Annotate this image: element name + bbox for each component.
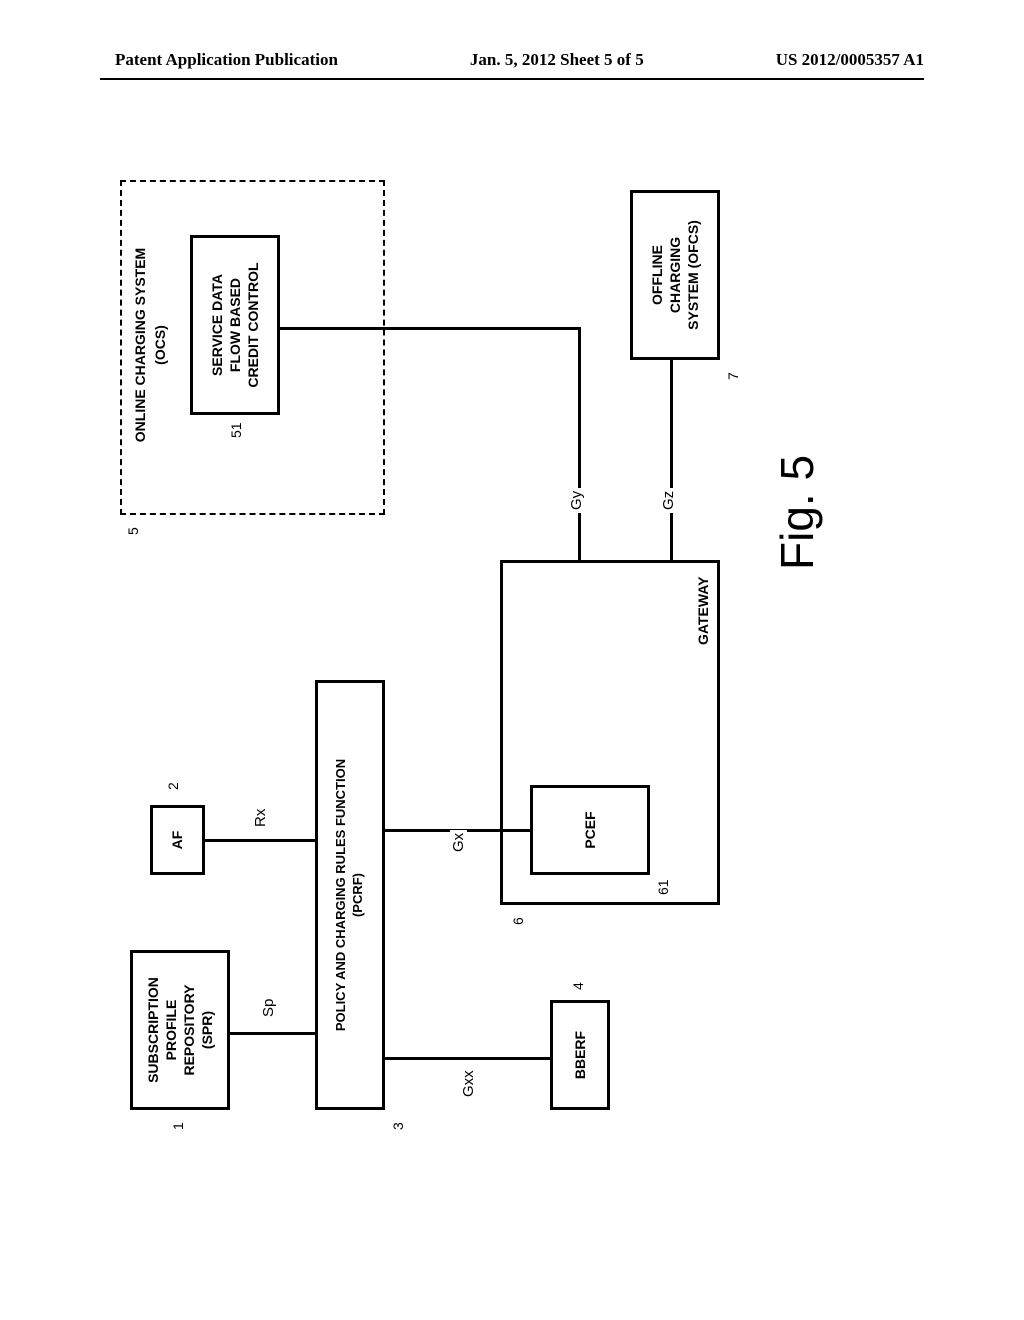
spr-ref: 1: [170, 1122, 186, 1130]
credit-ref: 51: [228, 422, 244, 438]
edge-gz-h: [670, 360, 673, 560]
ocs-ref: 5: [125, 527, 141, 535]
figure-landscape: SUBSCRIPTION PROFILE REPOSITORY (SPR) 1 …: [120, 170, 860, 1130]
spr-box: SUBSCRIPTION PROFILE REPOSITORY (SPR): [130, 950, 230, 1110]
figure-area: SUBSCRIPTION PROFILE REPOSITORY (SPR) 1 …: [120, 170, 860, 1130]
figure-caption: Fig. 5: [770, 455, 824, 570]
bberf-ref: 4: [570, 982, 586, 990]
af-ref: 2: [165, 782, 181, 790]
pcrf-ref: 3: [390, 1122, 406, 1130]
pcef-ref: 61: [655, 879, 671, 895]
pcrf-box: POLICY AND CHARGING RULES FUNCTION (PCRF…: [315, 680, 385, 1110]
header-center: Jan. 5, 2012 Sheet 5 of 5: [470, 50, 644, 70]
label-gx: Gx: [450, 830, 467, 855]
edge-rx: [205, 839, 315, 842]
header-left: Patent Application Publication: [115, 50, 338, 70]
gateway-label: GATEWAY: [695, 577, 711, 645]
ocs-sub: (OCS): [152, 195, 168, 495]
bberf-box: BBERF: [550, 1000, 610, 1110]
edge-ocs-down: [280, 327, 580, 330]
pcef-box: PCEF: [530, 785, 650, 875]
label-rx: Rx: [252, 806, 269, 830]
label-sp: Sp: [260, 996, 277, 1020]
label-gy: Gy: [568, 488, 585, 513]
af-box: AF: [150, 805, 205, 875]
edge-gxx: [385, 1057, 550, 1060]
credit-control-box: SERVICE DATA FLOW BASED CREDIT CONTROL: [190, 235, 280, 415]
edge-gy-h: [578, 327, 581, 560]
header-rule: [100, 78, 924, 80]
ofcs-ref: 7: [725, 372, 741, 380]
page-header: Patent Application Publication Jan. 5, 2…: [0, 50, 1024, 70]
header-right: US 2012/0005357 A1: [776, 50, 924, 70]
gateway-ref: 6: [510, 917, 526, 925]
edge-sp: [230, 1032, 315, 1035]
label-gz: Gz: [660, 488, 677, 513]
ofcs-box: OFFLINE CHARGING SYSTEM (OFCS): [630, 190, 720, 360]
ocs-label: ONLINE CHARGING SYSTEM: [132, 195, 148, 495]
label-gxx: Gxx: [460, 1067, 477, 1100]
